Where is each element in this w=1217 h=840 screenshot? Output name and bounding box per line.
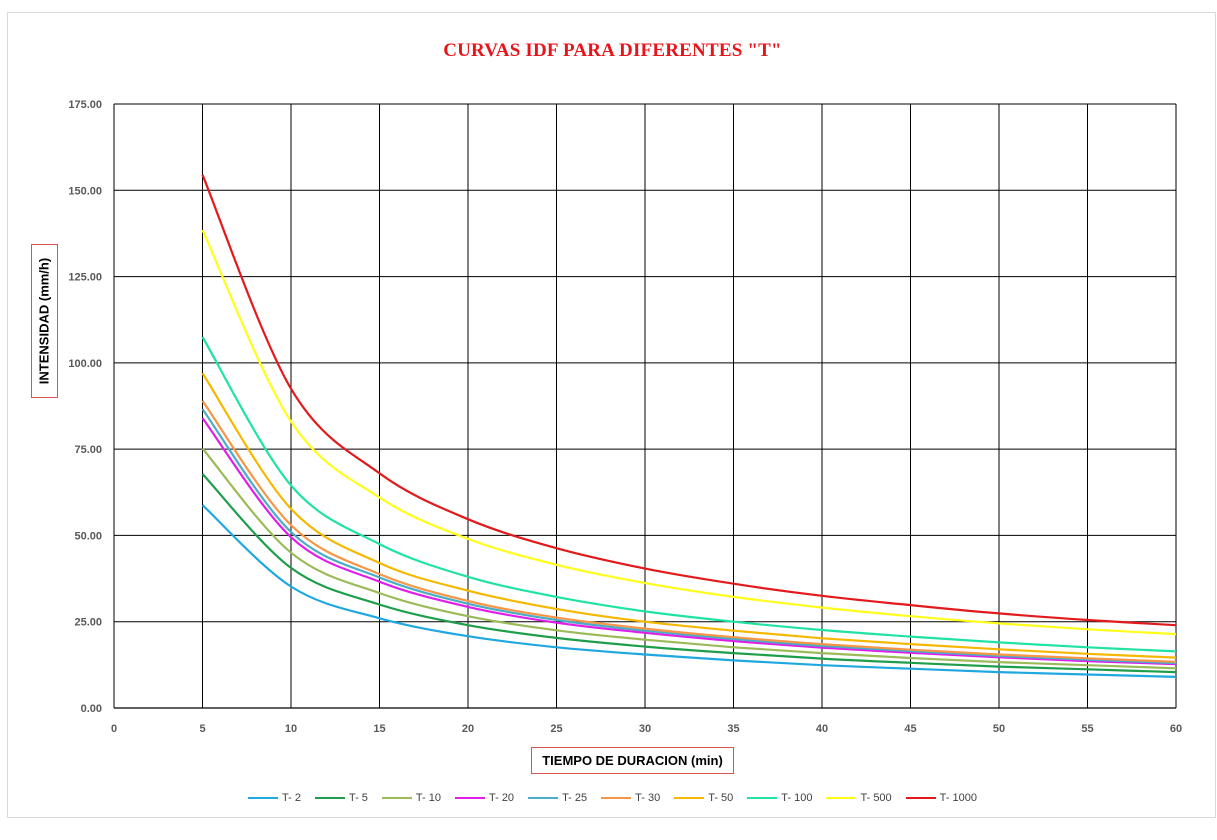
series-line-t-50 (201, 372, 1177, 659)
x-tick-label: 30 (639, 723, 651, 735)
legend-label: T- 500 (860, 792, 892, 804)
legend-swatch (314, 796, 345, 800)
x-tick-label: 25 (550, 723, 562, 735)
y-tick-label: 125.00 (68, 272, 102, 284)
series-line-t-500 (201, 229, 1177, 636)
legend-label: T- 1000 (939, 792, 977, 804)
legend-label: T- 10 (415, 792, 441, 804)
series-line-t-5 (201, 473, 1177, 674)
series-line-t-30 (201, 400, 1177, 663)
grid-lines (113, 103, 1177, 709)
y-tick-label: 150.00 (68, 185, 102, 197)
legend: T- 2 T- 5 T- 10 T- 20 T- 25 T- 30 T- 50 T- 100 T… (0, 792, 1217, 804)
y-tick-label: 50.00 (74, 530, 102, 542)
legend-swatch (381, 796, 412, 800)
series-line-t-20 (201, 417, 1177, 666)
legend-label: T- 20 (488, 792, 515, 804)
legend-swatch (674, 796, 705, 800)
series-lines (201, 174, 1177, 678)
chart-title: CURVAS IDF PARA DIFERENTES "T" (443, 40, 782, 61)
x-tick-label: 50 (993, 723, 1005, 735)
x-tick-label: 60 (1170, 723, 1182, 735)
series-line-t-1000 (201, 174, 1177, 627)
legend-item: T- 20 (454, 792, 515, 804)
y-tick-label: 75.00 (74, 444, 102, 456)
y-tick-labels: 0.00 25.00 50.00 75.00 100.00 125.00 150.00 175… (68, 99, 102, 715)
legend-item: T- 5 (314, 792, 368, 804)
series-line-t-100 (201, 336, 1177, 653)
legend-label: T- 25 (562, 792, 588, 804)
y-tick-label: 175.00 (68, 99, 102, 111)
legend-item: T- 100 (747, 792, 812, 804)
legend-label: T- 30 (635, 792, 661, 804)
y-axis-label-box (31, 244, 58, 398)
x-tick-label: 15 (373, 723, 385, 735)
y-tick-label: 25.00 (74, 617, 102, 629)
series-line-t-2 (201, 504, 1177, 678)
chart-frame (7, 12, 1216, 818)
x-tick-label: 55 (1081, 723, 1093, 735)
x-axis-label: TIEMPO DE DURACION (min) (531, 747, 734, 774)
x-tick-label: 45 (904, 723, 916, 735)
x-tick-label: 35 (727, 723, 739, 735)
x-tick-label: 5 (199, 723, 205, 735)
y-tick-label: 0.00 (81, 703, 102, 715)
legend-label: T- 2 (282, 792, 301, 804)
x-tick-label: 0 (111, 723, 117, 735)
legend-swatch (905, 796, 936, 800)
x-tick-label: 20 (462, 723, 474, 735)
legend-swatch (454, 796, 485, 800)
x-tick-label: 40 (816, 723, 828, 735)
series-line-t-10 (201, 447, 1177, 670)
legend-swatch (248, 796, 278, 800)
legend-label: T- 50 (708, 792, 734, 804)
x-tick-label: 10 (285, 723, 297, 735)
legend-item: T- 25 (528, 792, 587, 804)
legend-swatch (826, 796, 857, 800)
y-axis-label: INTENSIDAD (mm/h) (36, 257, 52, 385)
legend-item: T- 1000 (905, 792, 977, 804)
legend-swatch (601, 796, 632, 800)
legend-item: T- 500 (826, 792, 892, 804)
legend-swatch (528, 796, 559, 800)
legend-label: T- 100 (781, 792, 813, 804)
legend-item: T- 2 (248, 792, 301, 804)
legend-item: T- 30 (601, 792, 660, 804)
legend-label: T- 5 (348, 792, 368, 804)
legend-item: T- 50 (674, 792, 733, 804)
x-tick-labels: 0 5 10 15 20 25 30 35 40 45 50 55 60 (111, 723, 1182, 735)
y-tick-label: 100.00 (68, 358, 102, 370)
series-line-t-25 (201, 408, 1177, 665)
legend-swatch (747, 796, 778, 800)
legend-item: T- 10 (381, 792, 441, 804)
